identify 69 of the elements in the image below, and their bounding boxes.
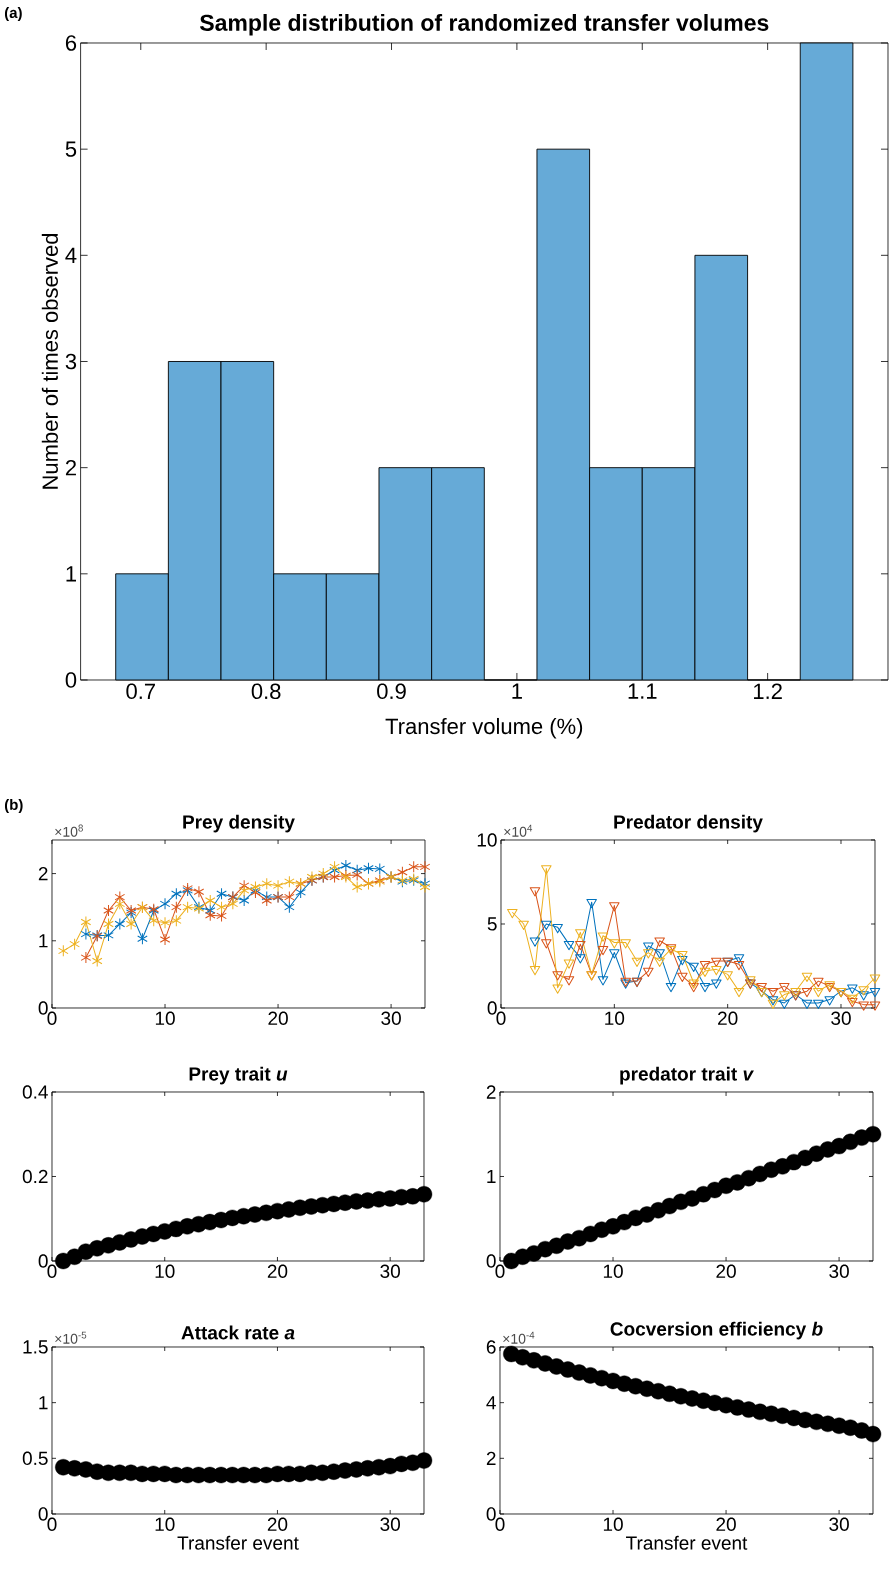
y-tick-label: 2 [65,459,76,476]
x-tick-label: 10 [603,1517,623,1531]
x-tick-label: 1.1 [628,683,657,699]
y-tick-label: 0.4 [22,1085,48,1099]
y-tick-label: 0 [38,1001,48,1015]
chart-title: Prey density [183,814,295,833]
y-tick-label: 2 [486,1451,496,1465]
y-tick-label: 3 [65,353,77,370]
y-tick-label: 1 [66,566,76,582]
y-tick-label: 2 [38,866,48,881]
x-tick-label: 30 [380,1264,400,1278]
y-tick-label: 5 [65,141,77,157]
y-tick-label: 2 [486,1085,496,1099]
x-tick-label: 0 [496,1011,506,1025]
text: (a) [4,7,22,21]
x-tick-label: 0.9 [377,683,406,700]
y-tick-label: 6 [65,35,77,51]
chart-title: Sample distribution of randomized transfer volumes [199,14,769,36]
x-tick-label: 30 [381,1011,401,1025]
x-tick-label: 20 [716,1517,736,1531]
x-tick-label: 0.8 [251,683,281,700]
text: ×10$^{4}$ [504,824,533,837]
x-tick-label: 10 [603,1264,623,1278]
text: ×10$^{8}$ [55,824,83,837]
x-tick-label: 30 [829,1264,849,1278]
x-tick-label: 1.2 [754,683,782,699]
y-tick-label: 0 [65,672,77,688]
y-tick-label: 0 [486,1507,496,1521]
x-tick-label: 20 [718,1011,738,1025]
x-tick-label: 0.7 [126,683,155,700]
x-tick-label: 30 [380,1517,400,1531]
x-tick-label: 10 [155,1264,175,1278]
y-tick-label: 10 [477,833,497,847]
x-axis-title: Transfer event [177,1535,299,1550]
y-tick-label: 5 [487,917,497,931]
y-tick-label: 1 [39,1396,48,1410]
chart-title: predator trait v [620,1066,754,1085]
y-axis-title: Number of times observed [41,233,58,489]
text: ×10$^{-5}$ [55,1331,87,1344]
y-tick-label: 0 [38,1254,48,1268]
chart-title: Predator density [614,814,763,833]
y-tick-label: 1 [487,1169,496,1184]
y-tick-label: 0 [38,1507,48,1521]
y-tick-label: 1.5 [23,1340,48,1354]
y-tick-label: 0.2 [22,1169,48,1184]
x-tick-label: 20 [716,1264,736,1278]
x-axis-title: Transfer volume (%) [385,717,583,739]
y-tick-label: 0 [487,1001,497,1015]
x-tick-label: 10 [155,1517,175,1531]
x-tick-label: 30 [829,1517,849,1531]
x-tick-label: 10 [605,1011,625,1025]
y-tick-label: 6 [486,1340,496,1354]
y-tick-label: 0 [486,1254,496,1268]
y-tick-label: 4 [486,1396,496,1410]
chart-title: Prey trait u [189,1066,288,1085]
x-tick-label: 1 [512,683,522,699]
x-tick-label: 20 [268,1011,288,1025]
chart-title: Cocversion efficiency b [610,1321,823,1340]
y-tick-label: 4 [65,247,77,263]
x-tick-label: 20 [267,1264,288,1278]
text: ×10$^{-4}$ [503,1331,535,1344]
text: (b) [4,799,23,813]
y-tick-label: 0.5 [22,1451,48,1466]
x-axis-title: Transfer event [626,1535,748,1550]
x-tick-label: 10 [155,1011,175,1025]
chart-title: Attack rate a [181,1325,295,1340]
x-tick-label: 20 [267,1517,288,1531]
y-tick-label: 1 [39,934,48,948]
x-tick-label: 30 [831,1011,851,1025]
